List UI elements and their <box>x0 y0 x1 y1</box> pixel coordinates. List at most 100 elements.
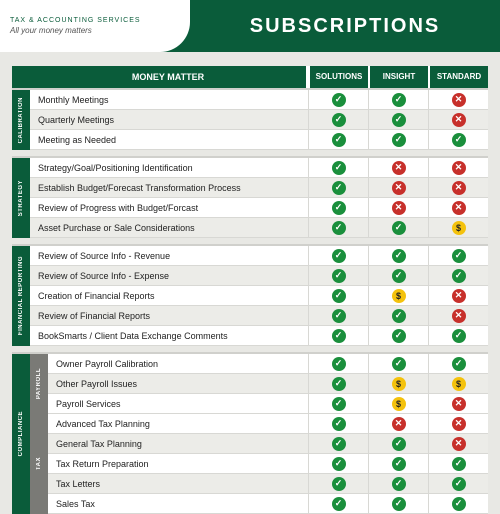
table-row: Asset Purchase or Sale Considerations✓✓$ <box>30 218 488 238</box>
cell: ✕ <box>428 414 488 433</box>
cell: ✓ <box>308 374 368 393</box>
row-label: Review of Source Info - Expense <box>30 266 308 285</box>
cell: ✓ <box>308 158 368 177</box>
logo-tagline: All your money matters <box>10 26 180 35</box>
check-icon: ✓ <box>332 357 346 371</box>
column-header-main: MONEY MATTER <box>30 66 308 88</box>
cell: ✓ <box>368 266 428 285</box>
cell: ✕ <box>428 178 488 197</box>
cell: ✓ <box>368 434 428 453</box>
check-icon: ✓ <box>392 309 406 323</box>
cross-icon: ✕ <box>452 201 466 215</box>
section: FINANCIAL REPORTINGReview of Source Info… <box>12 244 488 346</box>
row-label: Meeting as Needed <box>30 130 308 149</box>
column-header-solutions: SOLUTIONS <box>308 66 368 88</box>
cross-icon: ✕ <box>452 437 466 451</box>
table-row: Establish Budget/Forecast Transformation… <box>30 178 488 198</box>
check-icon: ✓ <box>332 113 346 127</box>
dollar-icon: $ <box>392 397 406 411</box>
cell: ✕ <box>368 414 428 433</box>
section-label: TAX <box>30 414 48 514</box>
table-row: BookSmarts / Client Data Exchange Commen… <box>30 326 488 346</box>
check-icon: ✓ <box>392 113 406 127</box>
cell: $ <box>368 286 428 305</box>
cell: ✓ <box>428 266 488 285</box>
cross-icon: ✕ <box>452 181 466 195</box>
table-row: Review of Source Info - Revenue✓✓✓ <box>30 246 488 266</box>
cell: ✕ <box>368 198 428 217</box>
check-icon: ✓ <box>332 161 346 175</box>
dollar-icon: $ <box>452 377 466 391</box>
check-icon: ✓ <box>452 477 466 491</box>
row-label: Review of Source Info - Revenue <box>30 246 308 265</box>
section-label: CALIBRATION <box>12 90 30 150</box>
row-label: Asset Purchase or Sale Considerations <box>30 218 308 237</box>
row-label: Quarterly Meetings <box>30 110 308 129</box>
cell: ✓ <box>368 326 428 345</box>
cell: ✓ <box>428 354 488 373</box>
cell: ✓ <box>308 246 368 265</box>
cell: ✓ <box>308 354 368 373</box>
cross-icon: ✕ <box>452 309 466 323</box>
cell: ✓ <box>308 414 368 433</box>
table-row: Quarterly Meetings✓✓✕ <box>30 110 488 130</box>
cell: ✓ <box>308 218 368 237</box>
cell: ✓ <box>308 306 368 325</box>
cell: ✓ <box>368 494 428 513</box>
cell: ✓ <box>368 454 428 473</box>
check-icon: ✓ <box>392 477 406 491</box>
cell: ✓ <box>368 130 428 149</box>
cross-icon: ✕ <box>452 397 466 411</box>
check-icon: ✓ <box>392 357 406 371</box>
cell: ✓ <box>428 454 488 473</box>
cell: ✓ <box>368 90 428 109</box>
cell: $ <box>428 374 488 393</box>
cell: ✕ <box>428 90 488 109</box>
cell: ✓ <box>308 178 368 197</box>
subsection: TAXAdvanced Tax Planning✓✕✕General Tax P… <box>30 414 488 514</box>
column-header-standard: STANDARD <box>428 66 488 88</box>
row-label: Other Payroll Issues <box>48 374 308 393</box>
row-label: Sales Tax <box>48 494 308 513</box>
column-header-insight: INSIGHT <box>368 66 428 88</box>
cell: ✓ <box>308 474 368 493</box>
table-row: Other Payroll Issues✓$$ <box>48 374 488 394</box>
check-icon: ✓ <box>332 181 346 195</box>
subsection: PAYROLLOwner Payroll Calibration✓✓✓Other… <box>30 354 488 414</box>
check-icon: ✓ <box>452 497 466 511</box>
section-compliance: COMPLIANCEPAYROLLOwner Payroll Calibrati… <box>12 352 488 514</box>
cross-icon: ✕ <box>392 181 406 195</box>
cell: ✓ <box>308 90 368 109</box>
row-label: Owner Payroll Calibration <box>48 354 308 373</box>
cell: ✓ <box>368 354 428 373</box>
cross-icon: ✕ <box>452 417 466 431</box>
check-icon: ✓ <box>392 457 406 471</box>
cell: ✓ <box>308 198 368 217</box>
table-row: Strategy/Goal/Positioning Identification… <box>30 158 488 178</box>
table-row: Review of Source Info - Expense✓✓✓ <box>30 266 488 286</box>
cell: ✓ <box>428 494 488 513</box>
cell: ✕ <box>368 178 428 197</box>
check-icon: ✓ <box>332 309 346 323</box>
row-label: BookSmarts / Client Data Exchange Commen… <box>30 326 308 345</box>
cross-icon: ✕ <box>392 201 406 215</box>
row-label: Tax Letters <box>48 474 308 493</box>
cell: ✓ <box>368 306 428 325</box>
table-header: MONEY MATTER SOLUTIONS INSIGHT STANDARD <box>12 66 488 88</box>
cell: ✓ <box>428 130 488 149</box>
check-icon: ✓ <box>392 93 406 107</box>
cell: ✓ <box>368 218 428 237</box>
cell: ✓ <box>368 246 428 265</box>
table-row: Payroll Services✓$✕ <box>48 394 488 414</box>
check-icon: ✓ <box>392 269 406 283</box>
table-row: Tax Return Preparation✓✓✓ <box>48 454 488 474</box>
row-label: Advanced Tax Planning <box>48 414 308 433</box>
check-icon: ✓ <box>332 497 346 511</box>
cross-icon: ✕ <box>452 161 466 175</box>
section-label: STRATEGY <box>12 158 30 238</box>
cross-icon: ✕ <box>452 289 466 303</box>
check-icon: ✓ <box>332 93 346 107</box>
section-label: COMPLIANCE <box>12 354 30 514</box>
check-icon: ✓ <box>452 357 466 371</box>
cell: ✓ <box>308 394 368 413</box>
